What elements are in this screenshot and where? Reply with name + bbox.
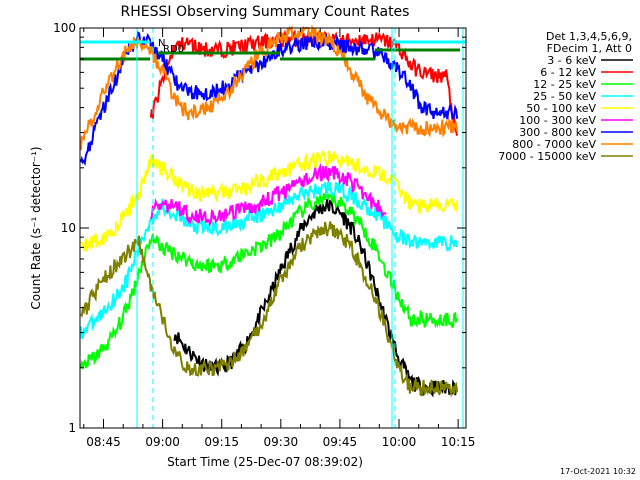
legend-entry-label: 100 - 300 keV bbox=[519, 114, 596, 127]
axis-layer: 1 10 100 08:45 09:00 09:15 09:30 09:45 10:00 10:1… bbox=[53, 21, 475, 449]
legend-entry-label: 3 - 6 keV bbox=[547, 54, 596, 67]
legend-header-line-1: Det 1,3,4,5,6,9, bbox=[546, 30, 632, 43]
x-tick-label: 09:00 bbox=[145, 435, 180, 449]
timestamp-footer: 17-Oct-2021 10:32 bbox=[560, 467, 636, 476]
flag-label-n: N bbox=[158, 38, 165, 49]
y-tick-label: 10 bbox=[61, 221, 76, 235]
series-line-3 bbox=[79, 181, 459, 340]
x-tick-label: 09:30 bbox=[264, 435, 299, 449]
legend-entry-label: 7000 - 15000 keV bbox=[498, 150, 596, 163]
legend-entry-label: 50 - 100 keV bbox=[526, 102, 596, 115]
x-tick-label: 10:00 bbox=[382, 435, 417, 449]
series-line-7 bbox=[79, 24, 459, 151]
y-tick-label: 1 bbox=[68, 421, 76, 435]
legend-entry-label: 6 - 12 keV bbox=[540, 66, 596, 79]
chart-title: RHESSI Observing Summary Count Rates bbox=[121, 4, 410, 20]
series-line-1 bbox=[149, 28, 459, 136]
series-line-8 bbox=[80, 221, 459, 398]
y-tick-label: 100 bbox=[53, 21, 76, 35]
legend-entry-label: 25 - 50 keV bbox=[533, 90, 596, 103]
series-line-2 bbox=[79, 190, 459, 371]
series-line-6 bbox=[79, 31, 459, 167]
legend-entry-label: 800 - 7000 keV bbox=[512, 138, 596, 151]
legend-entry-label: 300 - 800 keV bbox=[519, 126, 596, 139]
x-axis-label: Start Time (25-Dec-07 08:39:02) bbox=[167, 455, 363, 469]
legend-entry-label: 12 - 25 keV bbox=[533, 78, 596, 91]
y-axis-label: Count Rate (s⁻¹ detector⁻¹) bbox=[29, 146, 43, 309]
x-tick-label: 08:45 bbox=[86, 435, 121, 449]
series-line-4 bbox=[80, 150, 459, 252]
x-tick-label: 09:45 bbox=[323, 435, 358, 449]
series-line-5 bbox=[149, 162, 387, 227]
x-tick-label: 09:15 bbox=[204, 435, 239, 449]
series-layer bbox=[79, 24, 459, 398]
legend-header-line-2: FDecim 1, Att 0 bbox=[547, 42, 632, 55]
x-tick-label: 10:15 bbox=[441, 435, 476, 449]
flag-label-rd0: RD0 bbox=[163, 44, 184, 55]
legend: Det 1,3,4,5,6,9, FDecim 1, Att 0 3 - 6 k… bbox=[498, 30, 633, 163]
